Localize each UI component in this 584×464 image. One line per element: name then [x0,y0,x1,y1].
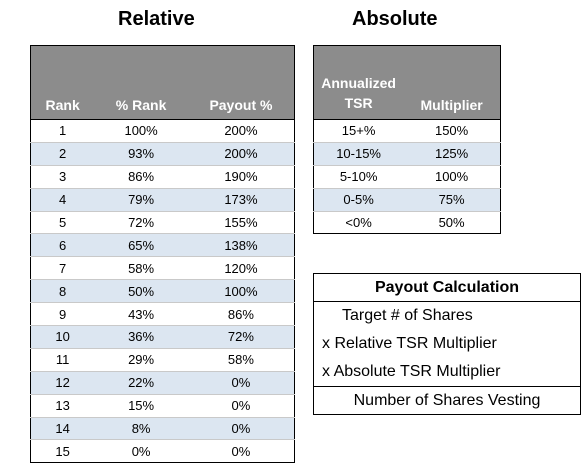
relative-row: 10 36% 72% [30,325,295,349]
relative-title: Relative [118,8,195,30]
relative-row: 1 100% 200% [30,119,295,143]
pct-rank-cell: 50% [94,279,188,303]
rank-cell: 15 [30,439,95,463]
payout-cell: 138% [187,233,295,257]
relative-row: 6 65% 138% [30,233,295,257]
rank-cell: 2 [30,141,95,166]
absolute-table: Annualized TSR Multiplier 15+% 150% 10-15%… [313,45,501,235]
absolute-row: 15+% 150% [313,119,501,143]
relative-row: 4 79% 173% [30,187,295,212]
payout-cell: 0% [187,370,295,395]
multiplier-header: Multiplier [403,45,501,120]
calc-line-target-shares: Target # of Shares [342,307,473,324]
rank-cell: 5 [30,210,95,234]
relative-row: 14 8% 0% [30,416,295,440]
payout-cell: 155% [187,210,295,234]
payout-cell: 0% [187,416,295,440]
payout-cell: 86% [187,302,295,326]
payout-calculation-title: Payout Calculation [314,274,580,302]
pct-rank-cell: 65% [94,233,188,257]
rank-cell: 9 [30,302,95,326]
tsr-cell: 10-15% [313,141,404,166]
pct-rank-cell: 86% [94,164,188,189]
tsr-cell: 5-10% [313,164,404,189]
rank-cell: 13 [30,393,95,418]
payout-cell: 72% [187,325,295,349]
pct-rank-cell: 22% [94,370,188,395]
multiplier-cell: 150% [403,119,501,143]
relative-row: 12 22% 0% [30,370,295,395]
payout-cell: 100% [187,279,295,303]
relative-row: 9 43% 86% [30,302,295,326]
payout-cell: 120% [187,256,295,280]
absolute-title: Absolute [352,8,438,30]
payout-cell: 190% [187,164,295,189]
pct-rank-header: % Rank [94,45,188,120]
relative-row: 8 50% 100% [30,279,295,303]
multiplier-cell: 125% [403,141,501,166]
rank-cell: 3 [30,164,95,189]
relative-row: 15 0% 0% [30,439,295,463]
payout-header: Payout % [187,45,295,120]
relative-table: Rank % Rank Payout % 1 100% 200% 2 93% 200% 3 8… [30,45,295,464]
pct-rank-cell: 100% [94,119,188,143]
annualized-tsr-header: Annualized TSR [313,45,404,120]
tsr-cell: <0% [313,210,404,234]
relative-header-row: Rank % Rank Payout % [30,45,295,120]
relative-row: 5 72% 155% [30,210,295,234]
relative-row: 13 15% 0% [30,393,295,418]
payout-calculation-box: Payout Calculation Target # of Shares x … [313,273,581,415]
payout-cell: 173% [187,187,295,212]
payout-cell: 0% [187,439,295,463]
payout-cell: 0% [187,393,295,418]
rank-cell: 4 [30,187,95,212]
relative-row: 2 93% 200% [30,141,295,166]
payout-cell: 58% [187,347,295,372]
absolute-row: 10-15% 125% [313,141,501,166]
payout-cell: 200% [187,141,295,166]
relative-row: 11 29% 58% [30,347,295,372]
pct-rank-cell: 58% [94,256,188,280]
multiplier-cell: 50% [403,210,501,234]
pct-rank-cell: 36% [94,325,188,349]
payout-cell: 200% [187,119,295,143]
pct-rank-cell: 0% [94,439,188,463]
absolute-row: <0% 50% [313,210,501,234]
pct-rank-cell: 15% [94,393,188,418]
relative-row: 7 58% 120% [30,256,295,280]
rank-cell: 10 [30,325,95,349]
absolute-row: 5-10% 100% [313,164,501,189]
multiplier-cell: 100% [403,164,501,189]
rank-cell: 11 [30,347,95,372]
pct-rank-cell: 79% [94,187,188,212]
pct-rank-cell: 29% [94,347,188,372]
calc-line-absolute-multiplier: x Absolute TSR Multiplier [322,363,501,380]
pct-rank-cell: 93% [94,141,188,166]
pct-rank-cell: 43% [94,302,188,326]
pct-rank-cell: 8% [94,416,188,440]
multiplier-cell: 75% [403,187,501,212]
rank-cell: 6 [30,233,95,257]
calc-line-relative-multiplier: x Relative TSR Multiplier [322,335,497,352]
tsr-cell: 0-5% [313,187,404,212]
rank-cell: 12 [30,370,95,395]
rank-cell: 1 [30,119,95,143]
relative-row: 3 86% 190% [30,164,295,189]
absolute-header-row: Annualized TSR Multiplier [313,45,501,120]
tsr-header-line1: Annualized [321,75,396,91]
tsr-cell: 15+% [313,119,404,143]
rank-header: Rank [30,45,95,120]
tsr-header-line2: TSR [344,95,373,111]
pct-rank-cell: 72% [94,210,188,234]
rank-cell: 8 [30,279,95,303]
absolute-row: 0-5% 75% [313,187,501,212]
rank-cell: 14 [30,416,95,440]
rank-cell: 7 [30,256,95,280]
calc-result-shares-vesting: Number of Shares Vesting [314,386,580,414]
